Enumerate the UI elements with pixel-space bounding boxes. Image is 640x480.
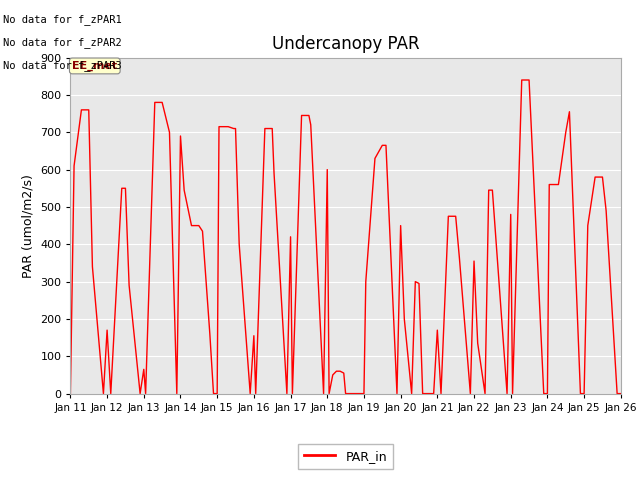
- Title: Undercanopy PAR: Undercanopy PAR: [272, 35, 419, 53]
- Text: No data for f_zPAR3: No data for f_zPAR3: [3, 60, 122, 72]
- Legend: PAR_in: PAR_in: [298, 444, 394, 469]
- Text: No data for f_zPAR2: No data for f_zPAR2: [3, 37, 122, 48]
- Text: No data for f_zPAR1: No data for f_zPAR1: [3, 14, 122, 25]
- Y-axis label: PAR (umol/m2/s): PAR (umol/m2/s): [22, 174, 35, 277]
- Text: EE_met: EE_met: [72, 61, 117, 71]
